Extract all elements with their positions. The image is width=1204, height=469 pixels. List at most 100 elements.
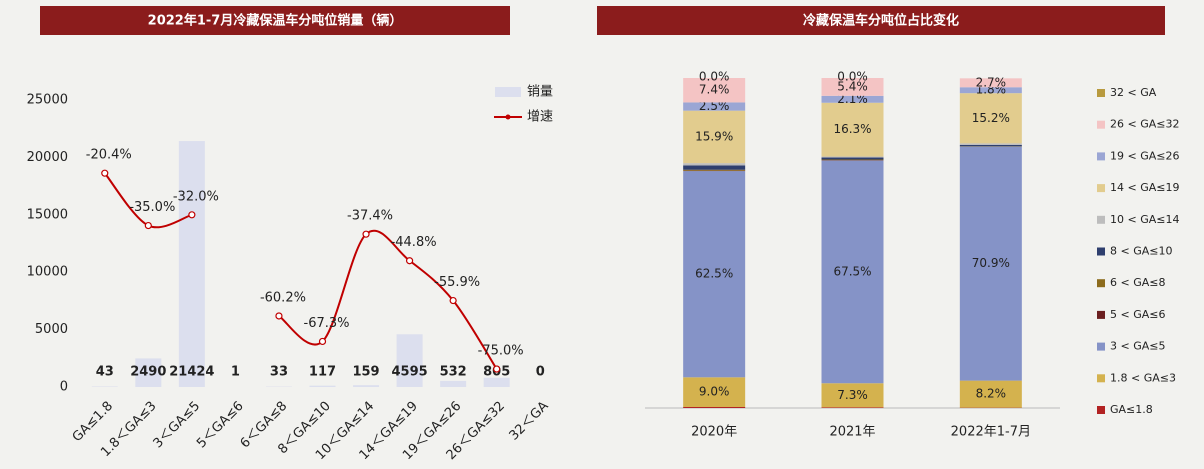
- data-label: 7.4%: [699, 83, 730, 97]
- bar-segment: [821, 157, 884, 160]
- growth-point: [275, 312, 283, 320]
- bar-segment: [821, 102, 884, 157]
- growth-point: [188, 211, 196, 219]
- legend-swatch: [1097, 374, 1105, 383]
- bar-segment: [821, 156, 884, 158]
- data-label: 8.2%: [976, 387, 1007, 401]
- legend-label: 14 < GA≤19: [1110, 181, 1179, 194]
- bar-segment: [683, 165, 746, 170]
- data-label: 21424: [169, 365, 214, 380]
- bar: [135, 358, 162, 387]
- bar-segment: [959, 93, 1022, 144]
- growth-point: [101, 169, 109, 177]
- bar-segment: [683, 78, 746, 103]
- growth-point: [405, 257, 414, 265]
- data-label: 7.3%: [837, 388, 868, 402]
- data-label: 15.2%: [972, 111, 1010, 125]
- data-label: -75.0%: [478, 344, 524, 359]
- x-tick-label: 3＜GA≤5: [151, 399, 204, 452]
- legend-label: 增速: [527, 110, 553, 125]
- data-label: 67.5%: [833, 264, 871, 278]
- legend-label: 5 < GA≤6: [1110, 308, 1165, 321]
- y-tick-label: 15000: [27, 207, 68, 222]
- growth-point: [493, 365, 501, 373]
- x-tick-label: 5＜GA≤6: [194, 399, 247, 452]
- x-tick-label: 2020年: [691, 425, 737, 440]
- legend-label: 10 < GA≤14: [1110, 213, 1179, 226]
- bar: [353, 385, 380, 387]
- title-bar: [597, 6, 1165, 35]
- bar-segment: [683, 169, 746, 171]
- growth-line: [278, 229, 498, 370]
- data-label: -35.0%: [129, 200, 175, 215]
- bar-segment: [821, 159, 884, 161]
- bar-segment: [821, 78, 884, 96]
- data-label: -44.8%: [391, 235, 437, 250]
- title-bar: [40, 6, 510, 35]
- x-tick-label: 32＜GA: [507, 399, 552, 444]
- growth-point: [449, 296, 457, 305]
- legend-swatch: [505, 114, 511, 120]
- data-label: 0: [536, 365, 545, 380]
- legend-swatch: [1097, 120, 1105, 129]
- bar-segment: [683, 171, 746, 378]
- chart-title: 冷藏保温车分吨位占比变化: [803, 13, 959, 29]
- growth-point: [318, 337, 327, 346]
- legend-label: 32 < GA: [1110, 86, 1157, 99]
- bar-segment: [959, 78, 1022, 88]
- growth-point: [144, 221, 152, 230]
- data-label: 1: [231, 365, 240, 380]
- data-label: 2490: [130, 365, 166, 380]
- y-tick-label: 5000: [35, 322, 68, 337]
- data-label: 70.9%: [972, 256, 1010, 270]
- data-label: -32.0%: [173, 189, 219, 204]
- bar-segment: [683, 163, 746, 166]
- data-label: 15.9%: [695, 129, 733, 143]
- bar-segment: [683, 110, 746, 164]
- bar-segment: [959, 144, 1022, 147]
- data-label: -60.2%: [260, 290, 306, 305]
- growth-point: [362, 230, 370, 238]
- legend-label: 26 < GA≤32: [1110, 118, 1179, 131]
- legend-swatch: [1097, 247, 1105, 256]
- y-tick-label: 20000: [27, 150, 68, 165]
- data-label: 0.0%: [837, 70, 868, 84]
- data-label: -55.9%: [434, 275, 480, 290]
- bar: [309, 385, 336, 387]
- legend-label: 19 < GA≤26: [1110, 149, 1179, 162]
- bar-segment: [683, 407, 746, 408]
- chart-title: 2022年1-7月冷藏保温车分吨位销量（辆）: [148, 13, 403, 29]
- bar: [396, 334, 423, 387]
- x-tick-label: 2021年: [829, 425, 875, 440]
- data-label: 9.0%: [699, 385, 730, 399]
- bar-segment: [821, 407, 884, 408]
- bar-segment: [683, 377, 746, 408]
- data-label: 0.0%: [699, 70, 730, 84]
- legend-swatch: [1097, 152, 1105, 161]
- data-label: 117: [309, 365, 336, 380]
- data-label: 33: [270, 365, 288, 380]
- data-label: 43: [96, 365, 114, 380]
- legend-label: GA≤1.8: [1110, 403, 1153, 416]
- legend-label: 销量: [527, 85, 553, 100]
- bar-segment: [959, 143, 1022, 145]
- bar: [440, 380, 467, 387]
- bar: [178, 141, 205, 387]
- bar-segment: [821, 160, 884, 384]
- data-label: -20.4%: [86, 148, 132, 163]
- bar-segment: [683, 102, 746, 111]
- bar-segment: [821, 383, 884, 408]
- legend-swatch: [1097, 89, 1105, 97]
- bar-segment: [959, 87, 1022, 94]
- legend-swatch: [1097, 215, 1105, 224]
- bar-segment: [959, 380, 1022, 408]
- legend-label: 1.8 < GA≤3: [1110, 371, 1176, 384]
- data-label: 532: [440, 365, 467, 380]
- data-label: 16.3%: [833, 122, 871, 136]
- data-label: -37.4%: [347, 209, 393, 224]
- data-label: -67.3%: [304, 316, 350, 331]
- bar: [483, 377, 510, 387]
- data-label: 159: [352, 365, 379, 380]
- data-label: 5.4%: [837, 79, 868, 93]
